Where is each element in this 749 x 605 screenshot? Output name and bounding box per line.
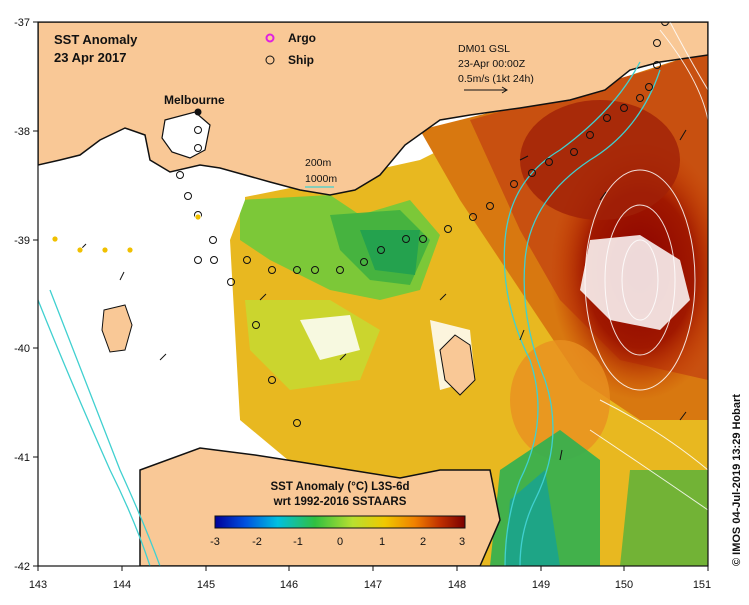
flinders-island	[439, 334, 476, 396]
current-time-label: 23-Apr 00:00Z	[458, 58, 526, 70]
y-tick-marks	[33, 21, 38, 567]
y-tick-label: -40	[14, 343, 30, 355]
colorbar-subtitle: wrt 1992-2016 SSTAARS	[273, 496, 407, 508]
ship-legend-icon	[265, 55, 275, 65]
current-streamlines	[584, 22, 708, 511]
x-tick-label: 147	[364, 579, 382, 591]
colorbar-tick: -2	[252, 536, 262, 548]
y-tick-label: -37	[14, 17, 30, 29]
x-tick-label: 151	[693, 579, 711, 591]
tasmania	[139, 447, 501, 566]
colorbar-tick: -1	[293, 536, 303, 548]
colorbar-gradient	[214, 515, 466, 529]
x-tick-label: 148	[448, 579, 466, 591]
isobath-legend: 200m 1000m	[305, 157, 337, 188]
x-tick-label: 150	[615, 579, 633, 591]
isobath-200-label: 200m	[305, 157, 332, 169]
x-tick-label: 144	[113, 579, 131, 591]
colorbar-tick: 0	[337, 536, 343, 548]
scale-arrowhead-icon	[501, 86, 508, 94]
imos-credit: © IMOS 04-Jul-2019 13:29 Hobart	[731, 394, 743, 566]
melbourne-marker	[194, 108, 202, 116]
land	[38, 22, 708, 566]
isobath-1000-label: 1000m	[305, 173, 337, 185]
city-label-melbourne: Melbourne	[164, 93, 225, 107]
mainland-victoria	[38, 22, 708, 196]
x-tick-labels: 143 144 145 146 147 148 149 150 151	[29, 579, 711, 591]
current-model-label: DM01 GSL	[458, 43, 510, 55]
y-tick-label: -42	[14, 561, 30, 573]
y-tick-label: -41	[14, 452, 30, 464]
argo-legend-label: Argo	[288, 31, 316, 45]
colorbar-tick: -3	[210, 536, 220, 548]
colorbar-tick: 1	[379, 536, 385, 548]
x-tick-label: 143	[29, 579, 47, 591]
observation-legend: Argo Ship	[265, 31, 316, 67]
x-tick-label: 146	[280, 579, 298, 591]
colorbar-title: SST Anomaly (°C) L3S-6d	[271, 481, 410, 493]
colorbar-tick: 3	[459, 536, 465, 548]
y-tick-label: -39	[14, 235, 30, 247]
isobath-lines	[38, 61, 661, 566]
current-scale-label: 0.5m/s (1kt 24h)	[458, 73, 534, 85]
y-tick-labels: -37 -38 -39 -40 -41 -42	[14, 17, 30, 573]
x-tick-label: 149	[532, 579, 550, 591]
map-plot-area	[38, 22, 708, 566]
colorbar: SST Anomaly (°C) L3S-6d wrt 1992-2016 SS…	[210, 481, 466, 548]
king-island	[101, 304, 133, 353]
current-scale-note: DM01 GSL 23-Apr 00:00Z 0.5m/s (1kt 24h)	[458, 43, 534, 94]
colorbar-tick: 2	[420, 536, 426, 548]
ship-legend-label: Ship	[288, 53, 314, 67]
x-tick-marks	[37, 566, 709, 571]
argo-legend-icon	[265, 33, 275, 43]
colorbar-ticks: -3 -2 -1 0 1 2 3	[210, 536, 465, 548]
x-tick-label: 145	[197, 579, 215, 591]
y-tick-label: -38	[14, 126, 30, 138]
map-title: SST Anomaly	[54, 32, 138, 47]
map-date: 23 Apr 2017	[54, 50, 127, 65]
argo-observations	[51, 213, 202, 254]
